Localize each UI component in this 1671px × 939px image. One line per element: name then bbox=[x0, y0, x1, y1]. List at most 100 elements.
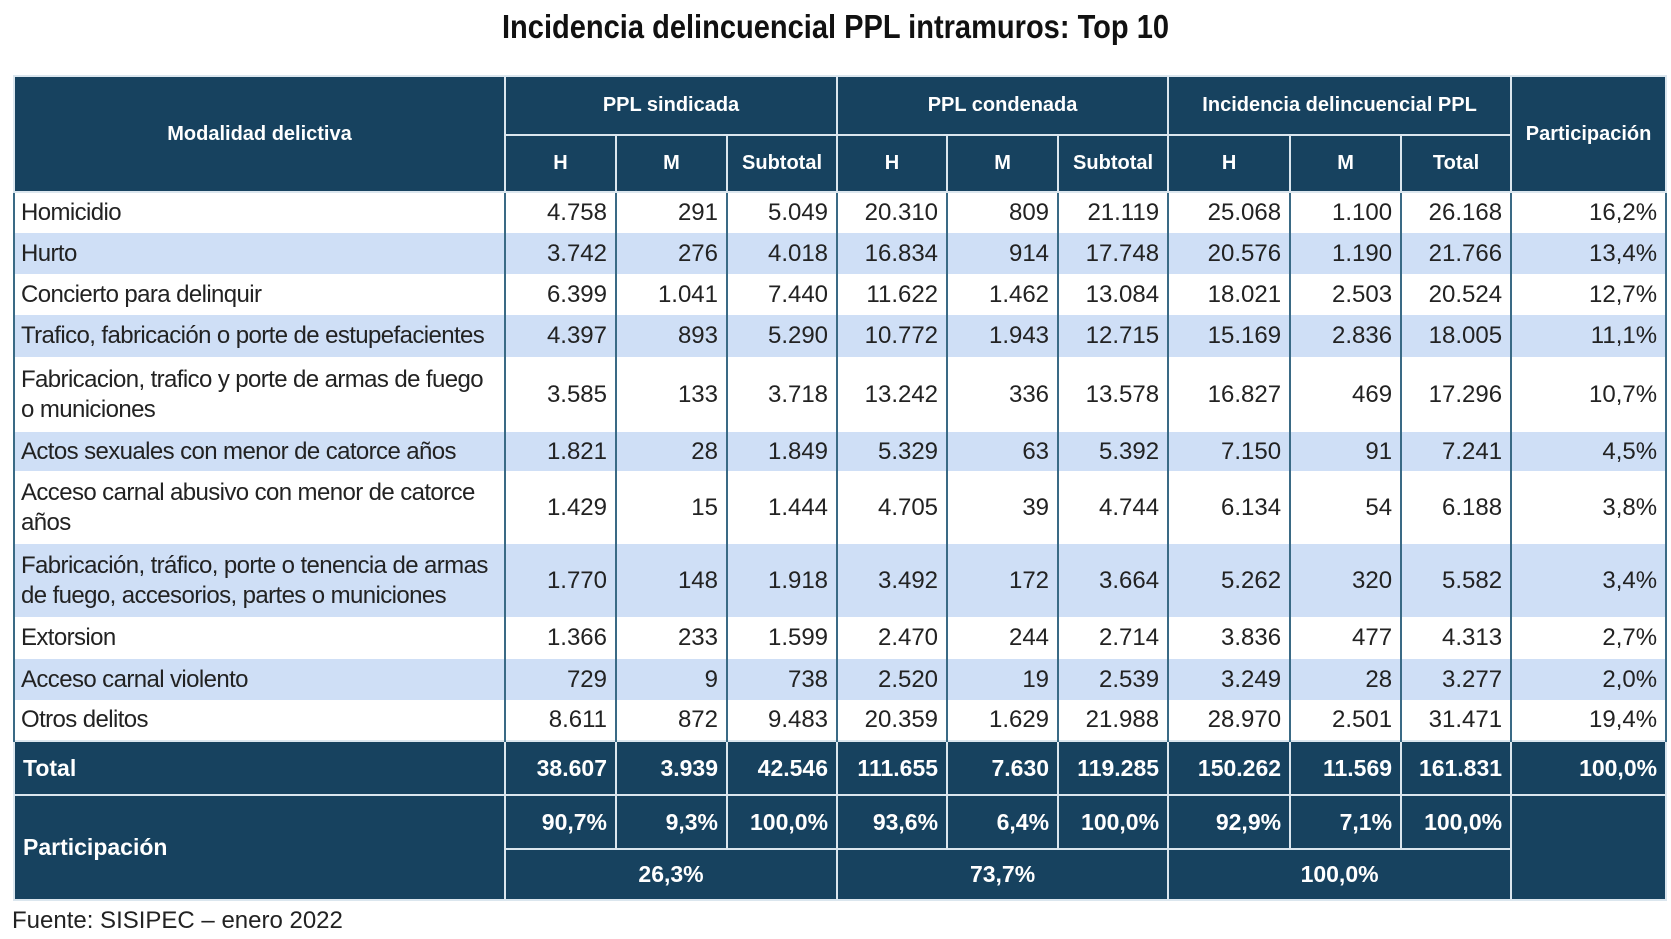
value-cell: 6.188 bbox=[1400, 471, 1513, 544]
crime-incidence-table: Modalidad delictiva PPL sindicada PPL co… bbox=[13, 75, 1668, 901]
value-cell: 276 bbox=[615, 233, 728, 274]
table-row: Fabricacion, trafico y porte de armas de… bbox=[13, 357, 1668, 432]
subheader-cell: Subtotal bbox=[1057, 134, 1170, 193]
value-cell: 3.277 bbox=[1400, 659, 1513, 700]
header-participacion: Participación bbox=[1510, 75, 1668, 193]
participacion-group-row: 26,3% 73,7% 100,0% bbox=[14, 848, 1666, 901]
value-cell: 20.310 bbox=[836, 192, 949, 233]
value-cell: 3,8% bbox=[1510, 471, 1668, 544]
value-cell: 18.021 bbox=[1167, 274, 1292, 315]
value-cell: 3,4% bbox=[1510, 544, 1668, 617]
value-cell: 3.718 bbox=[725, 357, 839, 432]
header-modalidad: Modalidad delictiva bbox=[13, 75, 506, 193]
table-row: Concierto para delinquir 6.399 1.041 7.440 1… bbox=[13, 274, 1668, 315]
table-row: Fabricación, tráfico, porte o tenencia d… bbox=[13, 544, 1668, 617]
value-cell: 39 bbox=[946, 471, 1060, 544]
value-cell: 1.599 bbox=[725, 617, 839, 659]
value-cell: 4,5% bbox=[1510, 432, 1668, 471]
value-cell: 13,4% bbox=[1510, 233, 1668, 274]
row-label: Trafico, fabricación o porte de estupefa… bbox=[13, 315, 506, 357]
header-incidencia: Incidencia delincuencial PPL bbox=[1167, 75, 1513, 136]
value-cell: 2.503 bbox=[1289, 274, 1403, 315]
table-row: Extorsion 1.366 233 1.599 2.470 244 2.714 3.836… bbox=[13, 617, 1668, 659]
row-label: Fabricación, tráfico, porte o tenencia d… bbox=[13, 544, 506, 617]
value-cell: 4.758 bbox=[504, 192, 617, 233]
value-cell: 10.772 bbox=[836, 315, 949, 357]
value-cell: 244 bbox=[946, 617, 1060, 659]
value-cell: 26.168 bbox=[1400, 192, 1513, 233]
value-cell: 2.836 bbox=[1289, 315, 1403, 357]
participacion-cell: 93,6% bbox=[836, 794, 949, 850]
value-cell: 31.471 bbox=[1400, 700, 1513, 741]
participacion-group-cell: 73,7% bbox=[836, 848, 1170, 901]
table-container: Modalidad delictiva PPL sindicada PPL co… bbox=[12, 75, 1668, 935]
table-row: Homicidio 4.758 291 5.049 20.310 809 21.119 25.… bbox=[13, 192, 1668, 233]
value-cell: 91 bbox=[1289, 432, 1403, 471]
value-cell: 28 bbox=[1289, 659, 1403, 700]
value-cell: 12.715 bbox=[1057, 315, 1170, 357]
value-cell: 3.492 bbox=[836, 544, 949, 617]
value-cell: 1.100 bbox=[1289, 192, 1403, 233]
participacion-cell: 100,0% bbox=[725, 794, 839, 850]
value-cell: 233 bbox=[615, 617, 728, 659]
value-cell: 7.440 bbox=[725, 274, 839, 315]
value-cell: 469 bbox=[1289, 357, 1403, 432]
value-cell: 10,7% bbox=[1510, 357, 1668, 432]
value-cell: 1.366 bbox=[504, 617, 617, 659]
row-label: Acceso carnal abusivo con menor de cator… bbox=[13, 471, 506, 544]
value-cell: 5.049 bbox=[725, 192, 839, 233]
value-cell: 7.150 bbox=[1167, 432, 1292, 471]
table-row: Acceso carnal violento 729 9 738 2.520 19 2.53… bbox=[13, 659, 1668, 700]
participacion-cell: 92,9% bbox=[1167, 794, 1292, 850]
value-cell: 17.296 bbox=[1400, 357, 1513, 432]
value-cell: 54 bbox=[1289, 471, 1403, 544]
value-cell: 2.501 bbox=[1289, 700, 1403, 741]
value-cell: 3.585 bbox=[504, 357, 617, 432]
value-cell: 729 bbox=[504, 659, 617, 700]
header-ppl-sindicada: PPL sindicada bbox=[503, 75, 839, 136]
value-cell: 1.918 bbox=[725, 544, 839, 617]
value-cell: 8.611 bbox=[504, 700, 617, 741]
value-cell: 4.018 bbox=[725, 233, 839, 274]
value-cell: 5.582 bbox=[1400, 544, 1513, 617]
value-cell: 133 bbox=[615, 357, 728, 432]
value-cell: 21.119 bbox=[1057, 192, 1170, 233]
value-cell: 28 bbox=[615, 432, 728, 471]
value-cell: 3.742 bbox=[504, 233, 617, 274]
value-cell: 25.068 bbox=[1167, 192, 1292, 233]
value-cell: 4.397 bbox=[504, 315, 617, 357]
total-cell: 100,0% bbox=[1510, 740, 1668, 796]
value-cell: 1.943 bbox=[946, 315, 1060, 357]
value-cell: 11,1% bbox=[1510, 315, 1668, 357]
table-row: Trafico, fabricación o porte de estupefa… bbox=[13, 315, 1668, 357]
total-cell: 150.262 bbox=[1167, 740, 1292, 796]
row-label: Homicidio bbox=[13, 192, 506, 233]
value-cell: 5.262 bbox=[1167, 544, 1292, 617]
total-cell: 38.607 bbox=[504, 740, 617, 796]
table-row: Hurto 3.742 276 4.018 16.834 914 17.748 20.576 1… bbox=[13, 233, 1668, 274]
value-cell: 18.005 bbox=[1400, 315, 1513, 357]
value-cell: 9.483 bbox=[725, 700, 839, 741]
table-title: Incidencia delincuencial PPL intramuros:… bbox=[501, 8, 1170, 45]
participacion-cell: 100,0% bbox=[1057, 794, 1170, 850]
subheader-cell: M bbox=[946, 134, 1060, 193]
value-cell: 1.429 bbox=[504, 471, 617, 544]
total-cell: 42.546 bbox=[725, 740, 839, 796]
value-cell: 5.392 bbox=[1057, 432, 1170, 471]
participacion-row: Participación 90,7% 9,3% 100,0% 93,6% 6,4% 100… bbox=[13, 794, 1668, 901]
subheader-cell: Total bbox=[1400, 134, 1513, 193]
row-label: Hurto bbox=[13, 233, 506, 274]
row-label: Otros delitos bbox=[13, 700, 506, 741]
value-cell: 320 bbox=[1289, 544, 1403, 617]
value-cell: 63 bbox=[946, 432, 1060, 471]
value-cell: 13.578 bbox=[1057, 357, 1170, 432]
total-row: Total 38.607 3.939 42.546 111.655 7.630 119.28… bbox=[13, 740, 1668, 796]
value-cell: 336 bbox=[946, 357, 1060, 432]
participacion-cell: 6,4% bbox=[946, 794, 1060, 850]
row-label: Extorsion bbox=[13, 617, 506, 659]
participacion-cell: 7,1% bbox=[1289, 794, 1403, 850]
total-cell: 119.285 bbox=[1057, 740, 1170, 796]
subheader-cell: M bbox=[1289, 134, 1403, 193]
participacion-group-cell: 26,3% bbox=[503, 848, 839, 901]
value-cell: 2.520 bbox=[836, 659, 949, 700]
